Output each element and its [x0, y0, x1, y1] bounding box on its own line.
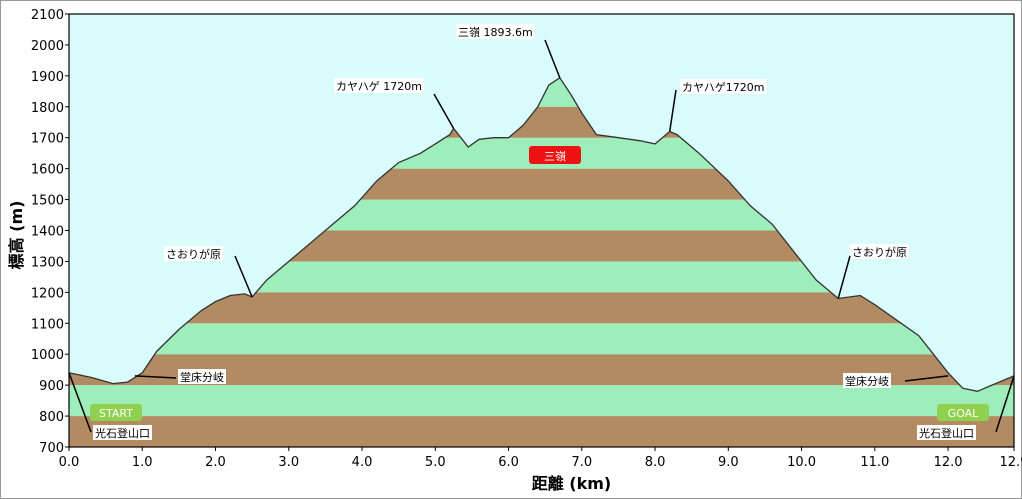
- x-tick-label: 8.0: [645, 455, 666, 470]
- y-tick-label: 1000: [31, 348, 64, 363]
- annotation-leader: [904, 375, 949, 382]
- annotation-leader: [544, 39, 561, 79]
- annotation-label: カヤハゲ1720m: [682, 81, 765, 94]
- annotation-box: [456, 24, 535, 39]
- x-tick-label: 4.0: [352, 455, 373, 470]
- y-tick-label: 1300: [31, 255, 64, 270]
- y-tick-label: 800: [39, 410, 64, 425]
- x-axis-label: 距離 (km): [532, 474, 612, 493]
- annotation-label: 堂床分岐: [180, 370, 224, 384]
- annotation-box: [164, 246, 223, 261]
- x-tick-label: 12.0: [934, 455, 963, 470]
- x-tick-label: 3.0: [278, 455, 299, 470]
- annotation-leader: [837, 255, 851, 299]
- x-tick-label: 12.9: [1000, 455, 1022, 470]
- x-tick-label: 11.0: [860, 455, 889, 470]
- x-axis: 0.0 1.0 2.0 3.0 4.0 5.0 6.0 7.0 8.0 9.0 10.0 11.0 12…: [59, 447, 1022, 470]
- annotation-box: [93, 425, 152, 440]
- x-tick-label: 6.0: [498, 455, 519, 470]
- y-tick-label: 1900: [31, 70, 64, 85]
- annotations: 三嶺 1893.6m カヤハゲ 1720m カヤハゲ1720m さおりが原 さおりが原堂…: [68, 24, 1015, 440]
- badge-三嶺: [529, 146, 581, 164]
- elevation-band: [69, 385, 1014, 417]
- badge-label: START: [99, 407, 133, 420]
- annotation-leader: [234, 255, 253, 298]
- y-tick-label: 1800: [31, 101, 64, 116]
- annotation-label: 堂床分岐: [845, 374, 889, 388]
- y-tick-label: 700: [39, 441, 64, 456]
- annotation-box: [178, 369, 226, 384]
- annotation-leader: [68, 372, 92, 433]
- y-tick-label: 1600: [31, 163, 64, 178]
- y-tick-label: 1400: [31, 225, 64, 240]
- elevation-band: [69, 323, 1014, 355]
- annotation-label: さおりが原: [852, 245, 907, 259]
- x-tick-label: 5.0: [425, 455, 446, 470]
- x-tick-label: 0.0: [59, 455, 80, 470]
- annotation-box: [843, 373, 891, 388]
- x-tick-label: 2.0: [205, 455, 226, 470]
- y-tick-label: 2000: [31, 39, 64, 54]
- x-tick-label: 7.0: [571, 455, 592, 470]
- annotation-label: さおりが原: [166, 247, 221, 261]
- y-tick-label: 1200: [31, 286, 64, 301]
- annotation-leader: [995, 375, 1015, 433]
- y-tick-label: 1500: [31, 194, 64, 209]
- badge-label: 三嶺: [544, 150, 566, 163]
- annotation-leader: [668, 89, 677, 132]
- annotation-box: [850, 244, 909, 259]
- y-tick-label: 1100: [31, 317, 64, 332]
- annotation-label: 三嶺 1893.6m: [458, 26, 533, 39]
- annotation-leader: [433, 93, 455, 129]
- annotation-box: [917, 425, 976, 440]
- y-axis: 700 800 900 1000 1100 1200 1300 1400 1500 1600 170…: [31, 8, 69, 456]
- annotation-leader: [134, 375, 177, 379]
- badge-label: GOAL: [948, 407, 980, 420]
- profile-line: [68, 76, 1015, 392]
- annotation-box: [680, 79, 767, 94]
- annotation-box: [334, 78, 424, 93]
- y-tick-label: 900: [39, 379, 64, 394]
- badge-goal: [937, 404, 989, 421]
- badges: 三嶺 START GOAL: [90, 146, 989, 421]
- elevation-band: [69, 416, 1014, 447]
- x-tick-label: 1.0: [132, 455, 153, 470]
- annotation-label: 光石登山口: [919, 426, 974, 440]
- annotation-label: 光石登山口: [95, 426, 150, 440]
- badge-start: [90, 404, 142, 421]
- annotation-label: カヤハゲ 1720m: [336, 80, 422, 93]
- y-axis-label: 標高 (m): [7, 201, 26, 270]
- y-tick-label: 1700: [31, 132, 64, 147]
- y-tick-label: 2100: [31, 8, 64, 23]
- x-tick-label: 9.0: [718, 455, 739, 470]
- x-tick-label: 10.0: [787, 455, 816, 470]
